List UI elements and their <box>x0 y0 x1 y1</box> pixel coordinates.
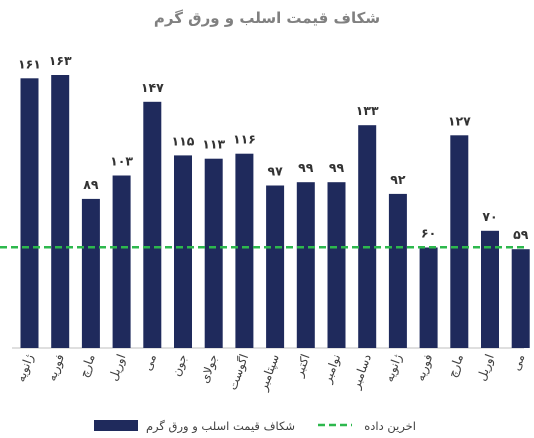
bar-6 <box>174 155 192 348</box>
category-label-5: می <box>140 352 159 372</box>
bar-13 <box>388 193 407 348</box>
bar-5 <box>143 101 162 348</box>
value-label-7: ۱۱۳ <box>202 137 225 152</box>
chart-title: شکاف قیمت اسلب و ورق گرم <box>154 9 380 27</box>
value-label-9: ۹۷ <box>267 164 283 179</box>
category-label-4: اوریل <box>106 352 129 383</box>
value-label-1: ۱۶۱ <box>18 56 41 71</box>
value-label-11: ۹۹ <box>329 160 345 175</box>
value-label-17: ۵۹ <box>513 227 529 242</box>
bar-16 <box>481 230 499 348</box>
value-label-16: ۷۰ <box>482 209 497 224</box>
value-label-6: ۱۱۵ <box>172 133 195 148</box>
category-label-3: مارچ <box>76 352 98 379</box>
bar-4 <box>112 175 131 348</box>
category-label-10: اکتبر <box>291 352 313 380</box>
legend-label-reference: اخرین داده <box>364 419 416 434</box>
bar-2 <box>51 75 70 348</box>
category-labels-group: ژانویه فوریه مارچ اوریل می جون جولای اگوست سپتام… <box>13 352 527 394</box>
bars-group <box>20 75 530 349</box>
category-label-13: ژانویه <box>382 352 406 384</box>
category-label-8: اگوست <box>225 352 252 392</box>
value-labels-group: ۱۶۱ ۱۶۳ ۸۹ ۱۰۳ ۱۴۷ ۱۱۵ ۱۱۳ ۱۱۶ ۹۷ ۹۹ ۹۹ ۱۳۳ ۹۲ ۶۰ ۱۲۷ ۷… <box>18 53 529 242</box>
bar-17 <box>511 249 530 348</box>
value-label-4: ۱۰۳ <box>110 154 133 169</box>
value-label-5: ۱۴۷ <box>141 80 164 95</box>
value-label-15: ۱۲۷ <box>448 113 471 128</box>
bar-3 <box>81 198 100 348</box>
category-label-1: ژانویه <box>13 352 37 384</box>
category-label-17: می <box>509 352 528 372</box>
legend-swatch-bar <box>94 420 138 431</box>
category-label-16: اوریل <box>474 352 497 383</box>
value-label-10: ۹۹ <box>298 160 314 175</box>
category-label-2: فوریه <box>44 352 68 383</box>
bar-12 <box>358 125 377 348</box>
bar-11 <box>327 182 346 348</box>
value-label-13: ۹۲ <box>390 172 406 187</box>
value-label-14: ۶۰ <box>421 226 436 241</box>
bar-7 <box>204 158 223 348</box>
category-label-6: جون <box>169 352 191 378</box>
category-label-7: جولای <box>197 352 221 385</box>
value-label-12: ۱۳۳ <box>356 103 379 118</box>
bar-9 <box>266 185 285 348</box>
value-label-3: ۸۹ <box>83 177 99 192</box>
legend-label-bar: شکاف قیمت اسلب و ورق گرم <box>146 419 295 434</box>
category-label-14: فوریه <box>413 352 437 383</box>
bar-10 <box>296 182 315 348</box>
legend: شکاف قیمت اسلب و ورق گرم اخرین داده <box>94 419 416 434</box>
category-label-11: نوامبر <box>320 352 345 386</box>
bar-8 <box>235 153 254 348</box>
category-label-15: مارچ <box>445 352 467 379</box>
category-label-12: دسامبر <box>348 352 375 392</box>
bar-1 <box>20 78 39 349</box>
bar-15 <box>450 135 469 348</box>
category-label-9: سپتامبر <box>256 352 283 393</box>
value-label-2: ۱۶۳ <box>49 53 72 68</box>
bar-14 <box>419 247 438 348</box>
value-label-8: ۱۱۶ <box>233 132 256 147</box>
